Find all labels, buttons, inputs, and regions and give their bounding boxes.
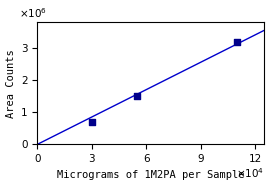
Text: $\times10^4$: $\times10^4$ (236, 166, 264, 180)
Text: $\times10^6$: $\times10^6$ (19, 6, 48, 20)
Point (90, 120, 94, 123)
Point (135, 95, 140, 98)
Y-axis label: Area Counts: Area Counts (6, 49, 16, 118)
X-axis label: Micrograms of 1M2PA per Sample: Micrograms of 1M2PA per Sample (57, 170, 245, 180)
Point (235, 40, 239, 43)
